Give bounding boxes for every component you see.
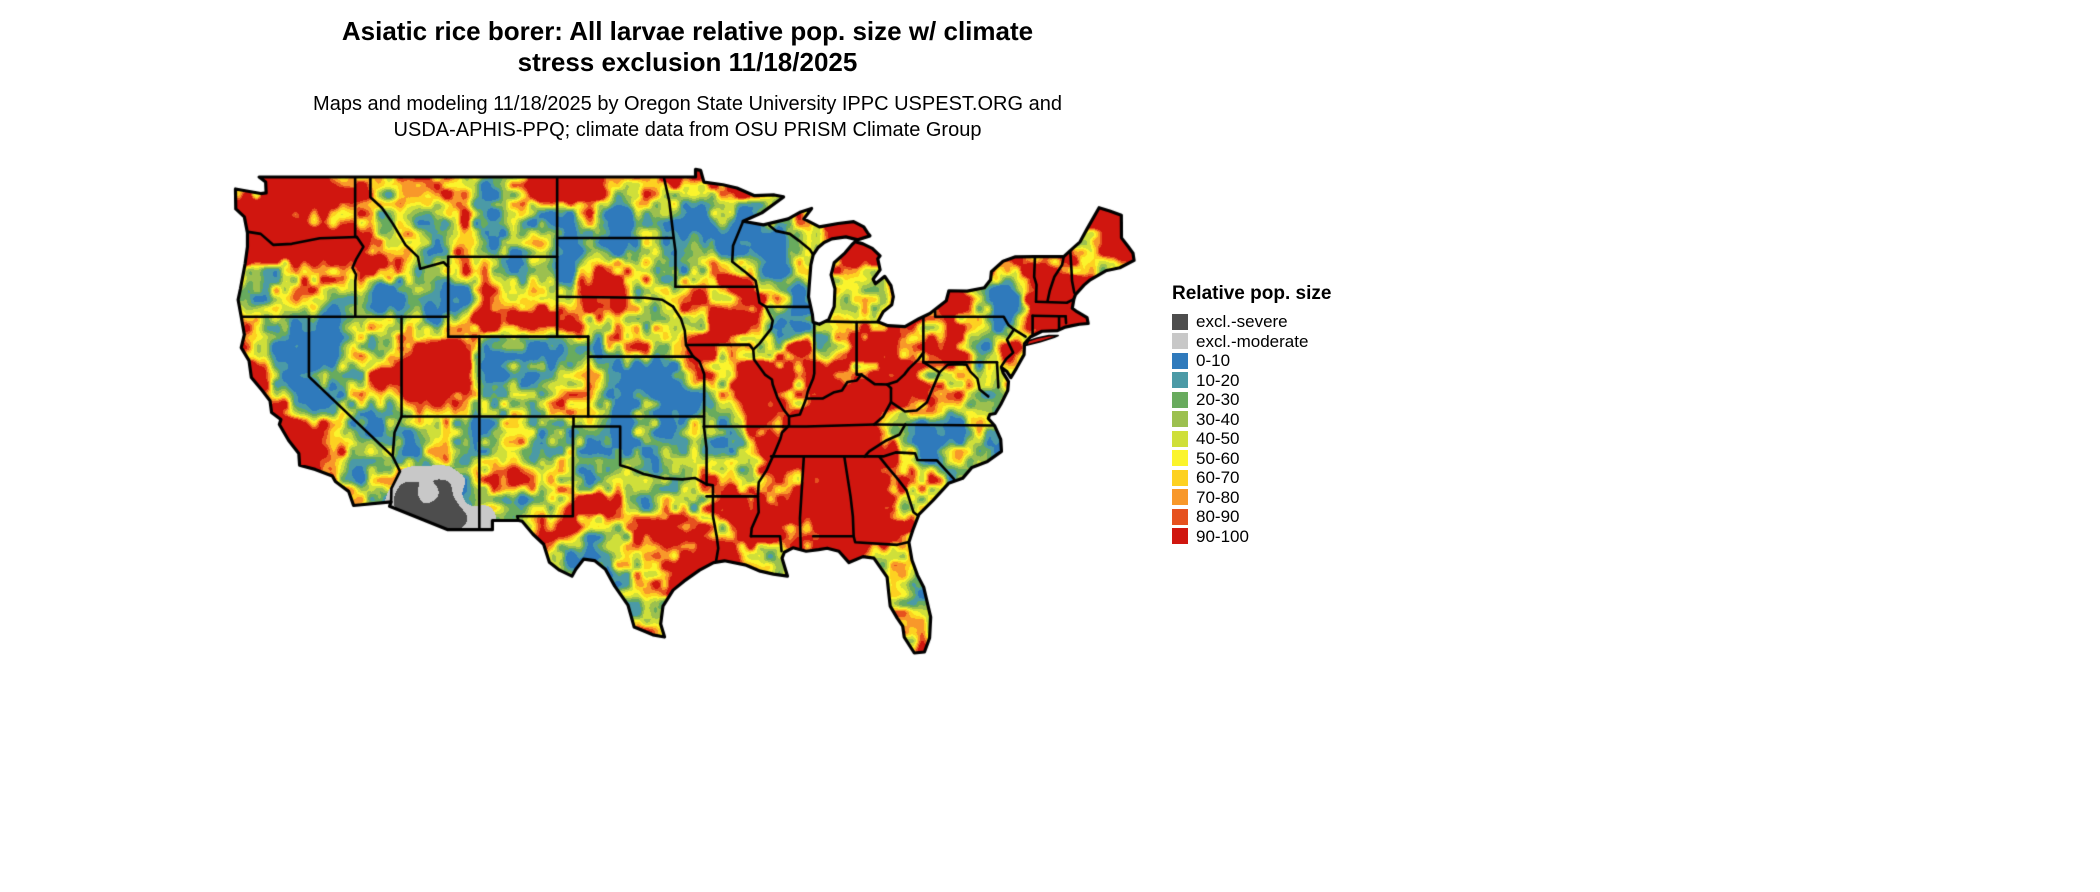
legend-label: excl.-severe: [1196, 312, 1288, 331]
legend-swatch: [1172, 411, 1188, 428]
legend-entry: excl.-moderate: [1172, 332, 1331, 352]
legend-entry: 70-80: [1172, 488, 1331, 508]
figure-title-line2: stress exclusion 11/18/2025: [517, 47, 858, 77]
legend-label: 10-20: [1196, 370, 1240, 390]
legend-entry: 10-20: [1172, 371, 1331, 391]
legend-swatch: [1172, 333, 1188, 350]
legend-swatch: [1172, 352, 1188, 369]
legend-entry: 60-70: [1172, 468, 1331, 488]
legend-swatch: [1172, 450, 1188, 467]
legend-label: 0-10: [1196, 351, 1231, 370]
legend: Relative pop. size excl.-severe excl.-mod…: [1172, 283, 1331, 546]
legend-entry: 80-90: [1172, 507, 1331, 527]
legend-label: excl.-moderate: [1196, 331, 1309, 351]
legend-entry: 50-60: [1172, 449, 1331, 469]
legend-label: 80-90: [1196, 507, 1240, 526]
legend-swatch: [1172, 313, 1188, 330]
figure-subtitle-line2: USDA-APHIS-PPQ; climate data from OSU PR…: [393, 119, 982, 141]
legend-title: Relative pop. size: [1172, 283, 1332, 304]
legend-swatch: [1172, 489, 1188, 506]
legend-label: 30-40: [1196, 409, 1240, 429]
us-map-canvas: [228, 166, 1140, 658]
legend-entry: excl.-severe: [1172, 312, 1331, 332]
figure-title: Asiatic rice borer: All larvae relative …: [0, 16, 1375, 78]
figure-subtitle-line1: Maps and modeling 11/18/2025 by Oregon S…: [313, 93, 1062, 115]
legend-swatch: [1172, 469, 1188, 486]
legend-entry: 90-100: [1172, 527, 1331, 547]
legend-entry: 0-10: [1172, 351, 1331, 371]
us-map: [228, 166, 1140, 658]
legend-swatch: [1172, 528, 1188, 545]
legend-label: 20-30: [1196, 390, 1240, 409]
figure-title-line1: Asiatic rice borer: All larvae relative …: [341, 16, 1034, 46]
legend-label: 70-80: [1196, 487, 1240, 507]
legend-entry: 40-50: [1172, 429, 1331, 449]
legend-entry: 20-30: [1172, 390, 1331, 410]
legend-label: 60-70: [1196, 468, 1240, 487]
legend-entry: 30-40: [1172, 410, 1331, 430]
legend-swatch: [1172, 508, 1188, 525]
legend-entries: excl.-severe excl.-moderate 0-10 10-20 20-30…: [1172, 312, 1331, 546]
legend-label: 90-100: [1196, 526, 1249, 546]
legend-label: 50-60: [1196, 448, 1240, 468]
legend-swatch: [1172, 372, 1188, 389]
legend-swatch: [1172, 430, 1188, 447]
legend-label: 40-50: [1196, 429, 1240, 448]
figure-subtitle: Maps and modeling 11/18/2025 by Oregon S…: [0, 91, 1375, 143]
legend-swatch: [1172, 391, 1188, 408]
